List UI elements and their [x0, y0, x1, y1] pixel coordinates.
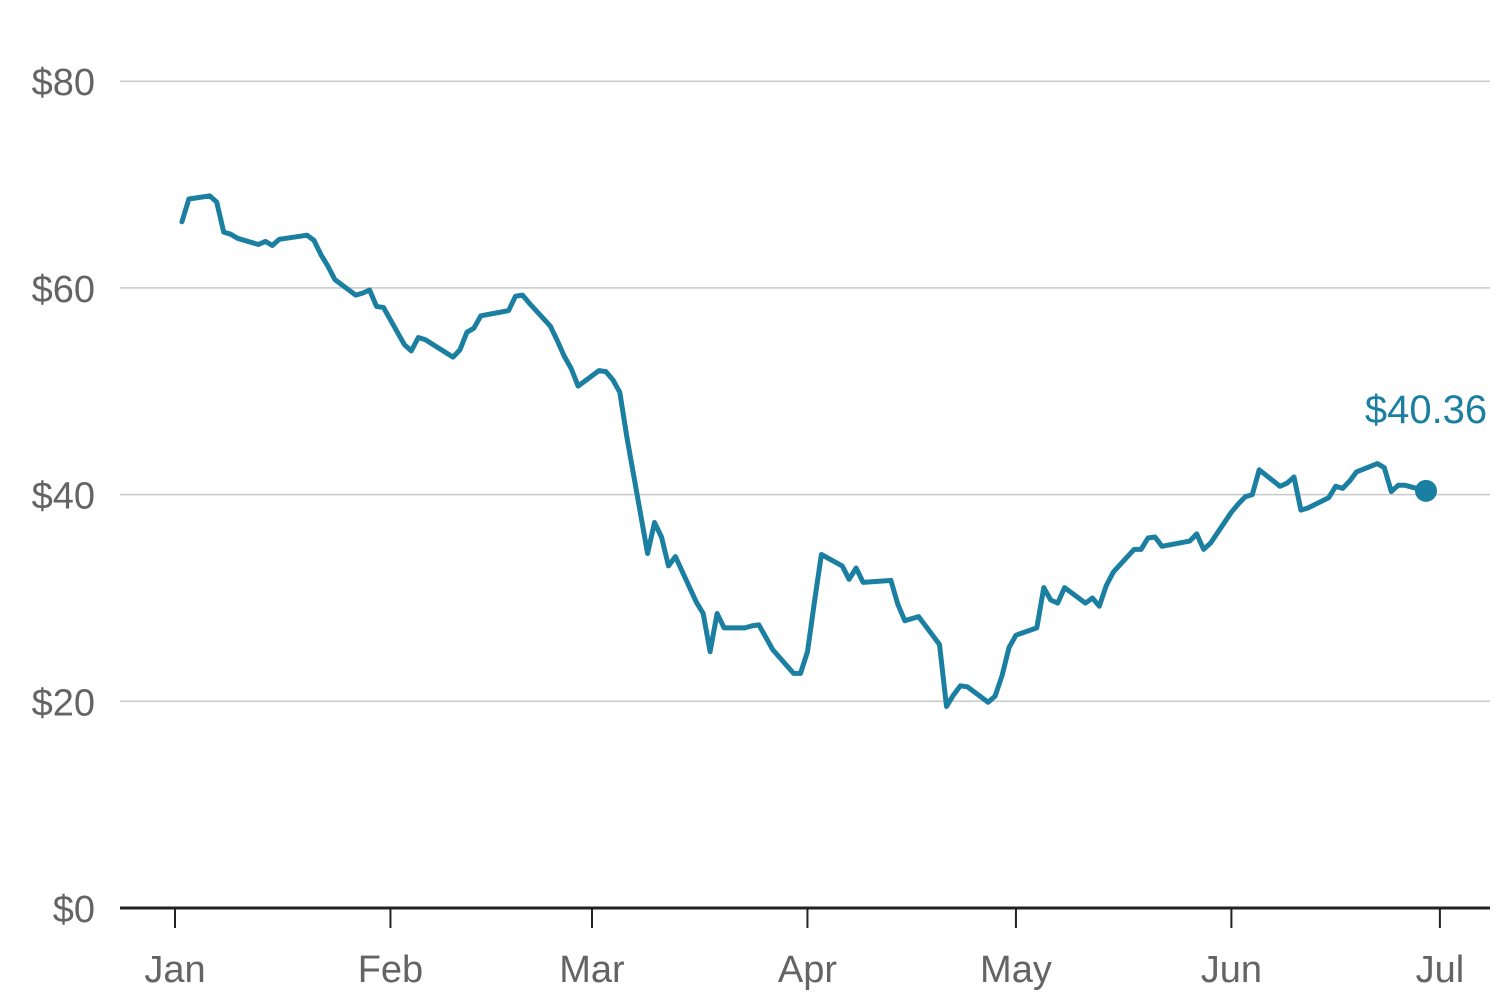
last-value-marker: [1415, 479, 1437, 502]
x-tick-label: May: [980, 949, 1052, 991]
last-value-label: $40.36: [1365, 388, 1487, 432]
price-line: [179, 193, 1429, 709]
y-tick-label: $20: [32, 682, 95, 724]
x-tick-label: Mar: [559, 949, 625, 991]
x-tick-label: Jul: [1416, 949, 1465, 991]
gridlines: [120, 80, 1490, 703]
x-tick-label: Jan: [144, 949, 205, 991]
x-tick-label: Jun: [1201, 949, 1262, 991]
x-tick-label: Feb: [358, 949, 423, 991]
y-tick-label: $40: [32, 476, 95, 518]
y-tick-label: $60: [32, 269, 95, 311]
y-tick-label: $0: [53, 889, 95, 931]
x-tick-label: Apr: [778, 949, 837, 991]
y-axis: $0 $20 $40 $60 $80: [32, 62, 95, 931]
y-tick-label: $80: [32, 62, 95, 104]
x-axis: Jan Feb Mar Apr May Jun Jul: [120, 906, 1490, 991]
